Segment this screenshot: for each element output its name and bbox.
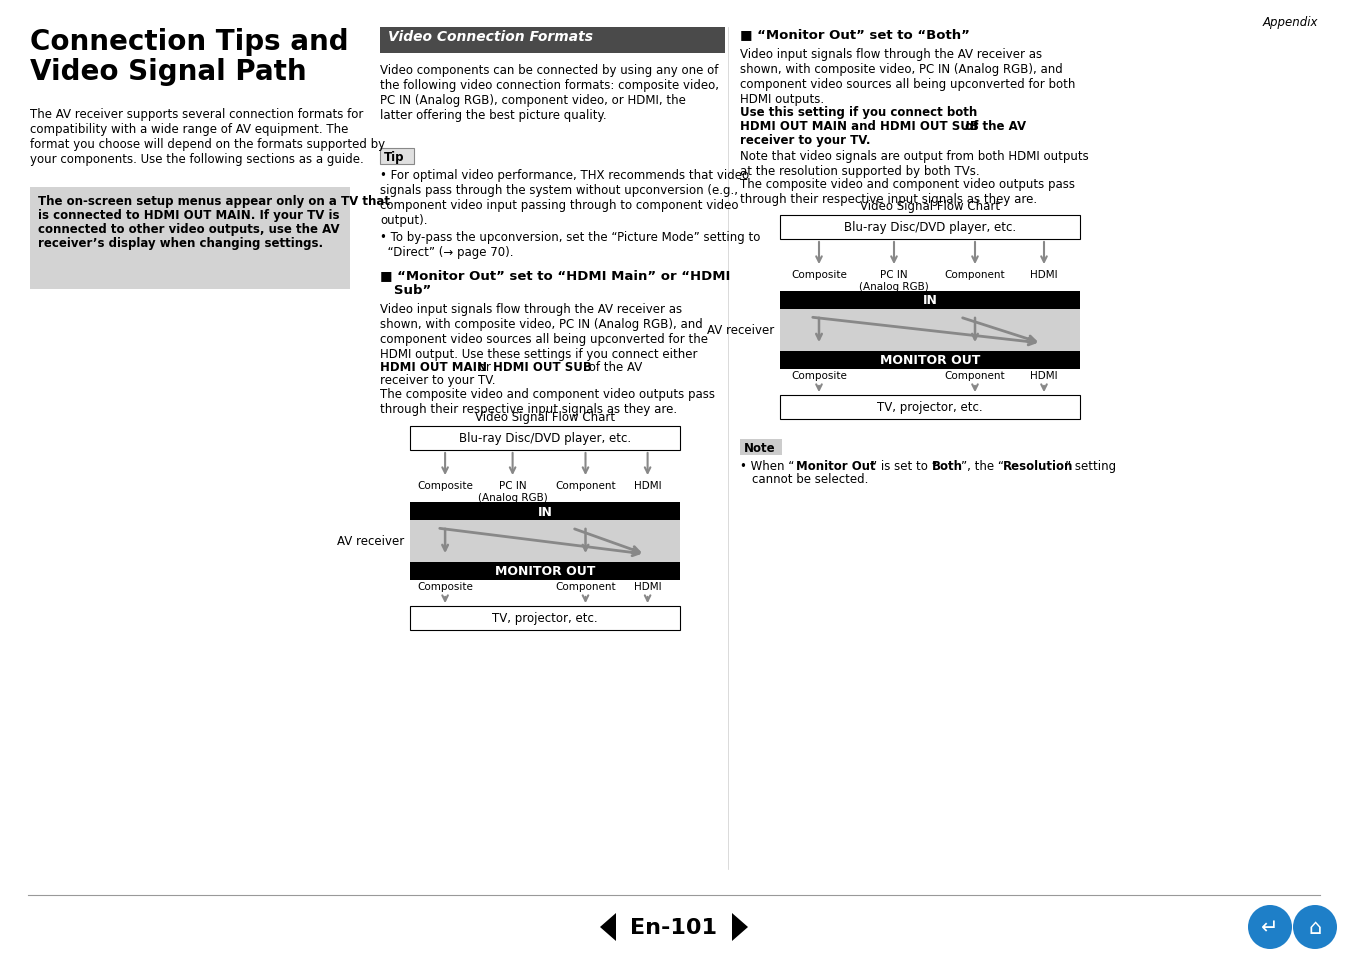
- Bar: [30, 188, 350, 290]
- Text: HDMI: HDMI: [1030, 371, 1058, 380]
- Text: Video Connection Formats: Video Connection Formats: [388, 30, 593, 44]
- Bar: [380, 149, 414, 165]
- Text: HDMI: HDMI: [1030, 270, 1058, 280]
- Polygon shape: [600, 913, 616, 941]
- Text: or: or: [474, 360, 495, 374]
- Text: HDMI OUT SUB: HDMI OUT SUB: [493, 360, 592, 374]
- Text: The on-screen setup menus appear only on a TV that: The on-screen setup menus appear only on…: [38, 194, 390, 208]
- Text: Note: Note: [744, 441, 775, 455]
- Text: ↵: ↵: [1262, 917, 1279, 937]
- Text: • When “: • When “: [740, 459, 794, 473]
- Text: ”, the “: ”, the “: [961, 459, 1004, 473]
- Bar: [410, 520, 679, 562]
- Text: En-101: En-101: [631, 917, 717, 937]
- Text: Composite: Composite: [791, 371, 847, 380]
- Text: Resolution: Resolution: [1003, 459, 1073, 473]
- Text: Appendix: Appendix: [1263, 16, 1318, 29]
- Bar: [410, 562, 679, 580]
- Text: IN: IN: [922, 294, 937, 307]
- Bar: [410, 606, 679, 630]
- Text: ■ “Monitor Out” set to “Both”: ■ “Monitor Out” set to “Both”: [740, 28, 969, 41]
- Text: Video Signal Flow Chart: Video Signal Flow Chart: [474, 411, 615, 423]
- Text: receiver’s display when changing settings.: receiver’s display when changing setting…: [38, 236, 324, 250]
- Text: Composite: Composite: [417, 581, 473, 592]
- Bar: [780, 395, 1080, 419]
- Circle shape: [1248, 905, 1291, 949]
- Text: Use this setting if you connect both: Use this setting if you connect both: [740, 106, 977, 119]
- Polygon shape: [732, 913, 748, 941]
- Text: of the AV: of the AV: [585, 360, 642, 374]
- Bar: [740, 439, 782, 456]
- Text: Blu-ray Disc/DVD player, etc.: Blu-ray Disc/DVD player, etc.: [458, 432, 631, 445]
- Text: ■ “Monitor Out” set to “HDMI Main” or “HDMI
   Sub”: ■ “Monitor Out” set to “HDMI Main” or “H…: [380, 269, 731, 296]
- Text: Video input signals flow through the AV receiver as
shown, with composite video,: Video input signals flow through the AV …: [380, 303, 708, 360]
- Text: HDMI: HDMI: [634, 480, 662, 491]
- Circle shape: [1293, 905, 1337, 949]
- Text: is connected to HDMI OUT MAIN. If your TV is: is connected to HDMI OUT MAIN. If your T…: [38, 209, 340, 222]
- Text: HDMI OUT MAIN and HDMI OUT SUB: HDMI OUT MAIN and HDMI OUT SUB: [740, 120, 979, 132]
- Bar: [780, 292, 1080, 310]
- Text: Component: Component: [555, 480, 616, 491]
- Text: HDMI: HDMI: [634, 581, 662, 592]
- Text: PC IN
(Analog RGB): PC IN (Analog RGB): [477, 480, 547, 502]
- Text: Composite: Composite: [791, 270, 847, 280]
- Text: Connection Tips and: Connection Tips and: [30, 28, 349, 56]
- Bar: [780, 352, 1080, 370]
- Text: receiver to your TV.: receiver to your TV.: [380, 374, 496, 387]
- Text: • For optimal video performance, THX recommends that video
signals pass through : • For optimal video performance, THX rec…: [380, 169, 749, 227]
- Text: Component: Component: [945, 371, 1006, 380]
- Text: Video components can be connected by using any one of
the following video connec: Video components can be connected by usi…: [380, 64, 718, 122]
- Text: The composite video and component video outputs pass
through their respective in: The composite video and component video …: [380, 388, 714, 416]
- Text: Video Signal Path: Video Signal Path: [30, 58, 306, 86]
- Bar: [780, 310, 1080, 352]
- Text: TV, projector, etc.: TV, projector, etc.: [878, 401, 983, 414]
- Text: Both: Both: [931, 459, 962, 473]
- Bar: [410, 427, 679, 451]
- Text: ” is set to “: ” is set to “: [871, 459, 938, 473]
- Text: The AV receiver supports several connection formats for
compatibility with a wid: The AV receiver supports several connect…: [30, 108, 386, 166]
- Text: TV, projector, etc.: TV, projector, etc.: [492, 612, 597, 625]
- Text: PC IN
(Analog RGB): PC IN (Analog RGB): [859, 270, 929, 292]
- Text: MONITOR OUT: MONITOR OUT: [495, 565, 596, 578]
- Text: ⌂: ⌂: [1309, 917, 1321, 937]
- Text: Video Signal Flow Chart: Video Signal Flow Chart: [860, 200, 1000, 213]
- Text: AV receiver: AV receiver: [337, 535, 404, 548]
- Text: Monitor Out: Monitor Out: [797, 459, 876, 473]
- Text: • To by-pass the upconversion, set the “Picture Mode” setting to
  “Direct” (→ p: • To by-pass the upconversion, set the “…: [380, 231, 760, 258]
- Bar: [780, 215, 1080, 240]
- Text: cannot be selected.: cannot be selected.: [752, 473, 868, 485]
- Text: Component: Component: [945, 270, 1006, 280]
- Text: Video input signals flow through the AV receiver as
shown, with composite video,: Video input signals flow through the AV …: [740, 48, 1076, 106]
- Text: HDMI OUT MAIN: HDMI OUT MAIN: [380, 360, 487, 374]
- Text: IN: IN: [538, 505, 553, 518]
- Text: of the AV: of the AV: [961, 120, 1026, 132]
- Text: ” setting: ” setting: [1065, 459, 1116, 473]
- Text: Note that video signals are output from both HDMI outputs
at the resolution supp: Note that video signals are output from …: [740, 150, 1089, 178]
- Text: MONITOR OUT: MONITOR OUT: [880, 355, 980, 367]
- Text: Composite: Composite: [417, 480, 473, 491]
- Text: Component: Component: [555, 581, 616, 592]
- Text: connected to other video outputs, use the AV: connected to other video outputs, use th…: [38, 223, 340, 235]
- Bar: [410, 502, 679, 520]
- Text: The composite video and component video outputs pass
through their respective in: The composite video and component video …: [740, 178, 1074, 206]
- Text: Blu-ray Disc/DVD player, etc.: Blu-ray Disc/DVD player, etc.: [844, 221, 1016, 234]
- Text: Tip: Tip: [384, 151, 404, 164]
- Text: receiver to your TV.: receiver to your TV.: [740, 133, 871, 147]
- Text: AV receiver: AV receiver: [706, 324, 774, 337]
- Bar: [380, 28, 725, 54]
